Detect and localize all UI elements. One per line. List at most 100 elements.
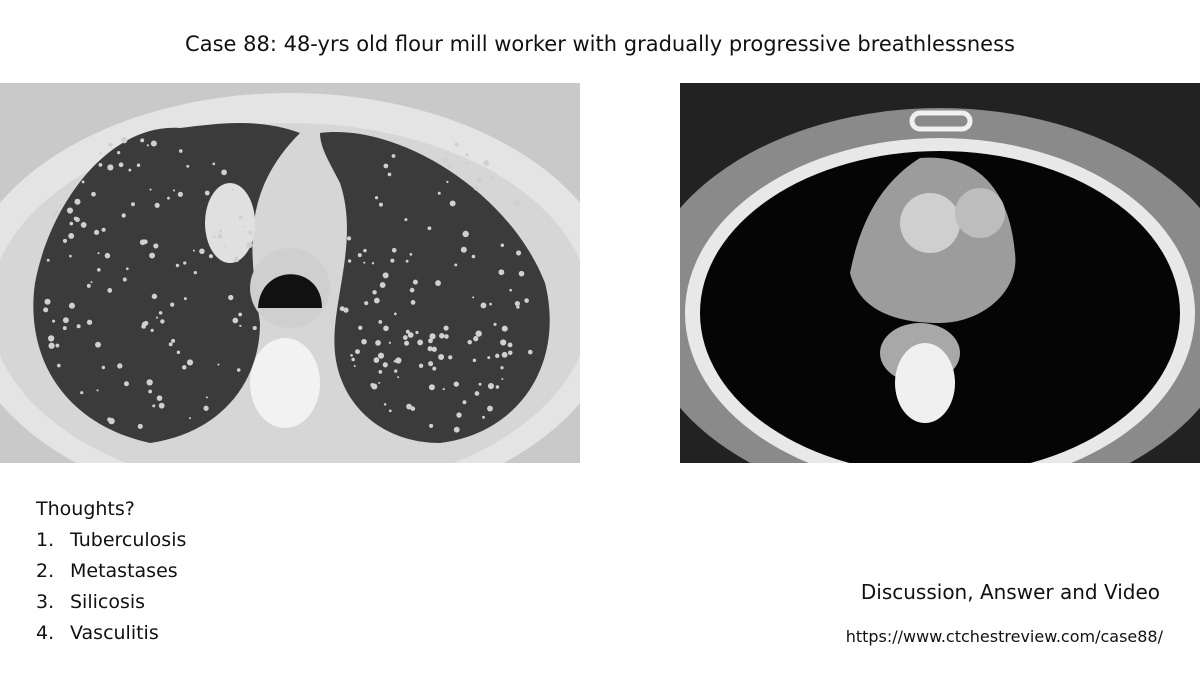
nodule-texture [217, 363, 220, 366]
nodule-texture [128, 168, 132, 172]
nodule-texture [518, 270, 525, 277]
nodule-texture [378, 320, 383, 324]
nodule-texture [388, 409, 392, 413]
nodule-texture [490, 176, 495, 181]
nodule-texture [232, 317, 239, 324]
nodule-texture [473, 185, 479, 191]
nodule-texture [443, 325, 449, 331]
nodule-texture [346, 236, 352, 241]
nodule-texture [48, 342, 55, 349]
nodule-texture [404, 340, 410, 346]
nodule-texture [498, 269, 505, 276]
nodule-texture [74, 198, 81, 205]
nodule-texture [462, 230, 469, 238]
option-number: 1. [36, 529, 55, 551]
nodule-texture [474, 391, 480, 396]
nodule-texture [69, 221, 74, 226]
nodule-texture [453, 426, 460, 433]
nodule-texture [69, 254, 72, 258]
nodule-texture [221, 169, 227, 176]
nodule-texture [489, 302, 492, 306]
nodule-texture [487, 382, 495, 390]
nodule-texture [59, 203, 63, 207]
nodule-texture [186, 359, 194, 366]
nodule-texture [476, 176, 483, 183]
nodule-texture [97, 252, 100, 255]
nodule-texture [153, 243, 159, 249]
nodule-texture [439, 333, 445, 339]
nodule-texture [509, 288, 513, 292]
nodule-texture [137, 423, 143, 429]
nodule-texture [150, 140, 157, 147]
nodule-texture [76, 324, 81, 329]
option: 3. Silicosis [36, 591, 145, 613]
nodule-texture [350, 353, 353, 357]
nodule-texture [391, 154, 396, 158]
nodule-texture [62, 238, 68, 243]
nodule-texture [149, 252, 156, 259]
nodule-texture [405, 259, 409, 263]
nodule-texture [46, 258, 50, 262]
nodule-texture [98, 162, 103, 167]
nodule-texture [152, 404, 156, 408]
nodule-texture [156, 395, 163, 401]
option: 1. Tuberculosis [36, 529, 186, 551]
nodule-texture [107, 164, 114, 171]
nodule-texture [68, 302, 76, 309]
nodule-texture [437, 191, 441, 195]
nodule-texture [444, 334, 449, 339]
nodule-texture [217, 233, 223, 239]
nodule-texture [50, 212, 56, 218]
nodule-texture [52, 319, 56, 323]
nodule-texture [428, 384, 435, 391]
nodule-texture [99, 152, 102, 155]
nodule-texture [97, 268, 101, 272]
nodule-texture [406, 403, 412, 410]
nodule-texture [118, 162, 124, 168]
nodule-texture [150, 328, 154, 333]
nodule-texture [527, 349, 533, 355]
nodule-texture [393, 312, 397, 316]
option: 2. Metastases [36, 560, 178, 582]
nodule-texture [501, 377, 504, 381]
nodule-texture [208, 254, 214, 259]
nodule-texture [170, 302, 175, 307]
nodule-texture [62, 317, 69, 324]
nodule-texture [357, 253, 362, 258]
nodule-texture [203, 405, 209, 411]
nodule-texture [148, 389, 153, 394]
nodule-texture [428, 361, 434, 367]
nodule-texture [238, 312, 243, 317]
nodule-texture [95, 341, 101, 348]
nodule-texture [167, 196, 170, 200]
nodule-texture [378, 202, 383, 207]
nodule-texture [233, 256, 240, 263]
nodule-texture [90, 281, 93, 284]
nodule-texture [378, 370, 383, 374]
option-number: 3. [36, 591, 55, 613]
nodule-texture [410, 406, 416, 411]
nodule-texture [355, 349, 360, 355]
nodule-texture [431, 346, 437, 352]
nodule-texture [432, 366, 437, 371]
nodule-texture [449, 200, 456, 207]
nodule-texture [121, 137, 128, 144]
nodule-texture [175, 263, 180, 268]
nodule-texture [96, 389, 99, 392]
nodule-texture [47, 335, 55, 342]
footer-heading: Discussion, Answer and Video [860, 580, 1160, 604]
nodule-texture [472, 296, 475, 299]
nodule-texture [125, 267, 129, 271]
nodule-texture [375, 339, 381, 346]
nodule-texture [107, 288, 113, 293]
nodule-texture [146, 379, 153, 386]
nodule-texture [446, 180, 449, 184]
nodule-texture [205, 396, 208, 399]
nodule-texture [80, 391, 84, 395]
nodule-texture [405, 329, 410, 334]
nodule-texture [239, 324, 242, 328]
nodule-texture [239, 215, 243, 220]
nodule-texture [402, 335, 408, 340]
nodule-texture [363, 248, 367, 253]
nodule-texture [487, 356, 491, 360]
